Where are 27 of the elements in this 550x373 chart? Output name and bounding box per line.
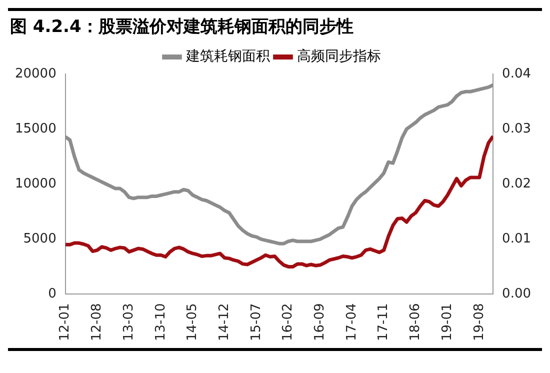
x-tick-label: 14-12 <box>216 303 232 342</box>
legend-label: 建筑耗钢面积 <box>185 48 270 65</box>
x-tick-label: 12-08 <box>90 303 105 342</box>
y2-tick-label: 0.03 <box>502 121 532 136</box>
x-tick-label: 19-08 <box>472 303 487 342</box>
y-tick-label: 10000 <box>14 176 56 192</box>
y-tick-label: 15000 <box>14 121 56 136</box>
x-tick-label: 16-09 <box>312 303 328 342</box>
y-tick-label: 20000 <box>14 66 56 82</box>
y2-tick-label: 0.04 <box>502 66 532 82</box>
chart-title: 图 4.2.4：股票溢价对建筑耗钢面积的同步性 <box>9 16 354 39</box>
x-tick-label: 13-10 <box>153 303 168 342</box>
y-tick-label: 5000 <box>23 232 56 247</box>
y2-tick-label: 0.02 <box>502 176 532 192</box>
x-tick-label: 14-05 <box>185 303 200 342</box>
x-tick-label: 13-03 <box>121 303 136 342</box>
y2-tick-label: 0.01 <box>502 232 532 247</box>
legend-label: 高频同步指标 <box>297 48 381 65</box>
y-tick-label: 0 <box>48 286 56 302</box>
x-tick-label: 17-11 <box>376 303 392 342</box>
x-tick-label: 19-01 <box>440 303 455 342</box>
x-tick-label: 15-07 <box>248 303 264 342</box>
x-tick-label: 16-02 <box>280 303 296 342</box>
x-tick-label: 12-01 <box>58 303 73 342</box>
y2-tick-label: 0.00 <box>502 286 532 302</box>
x-tick-label: 18-06 <box>408 303 424 342</box>
x-tick-label: 17-04 <box>344 303 360 342</box>
